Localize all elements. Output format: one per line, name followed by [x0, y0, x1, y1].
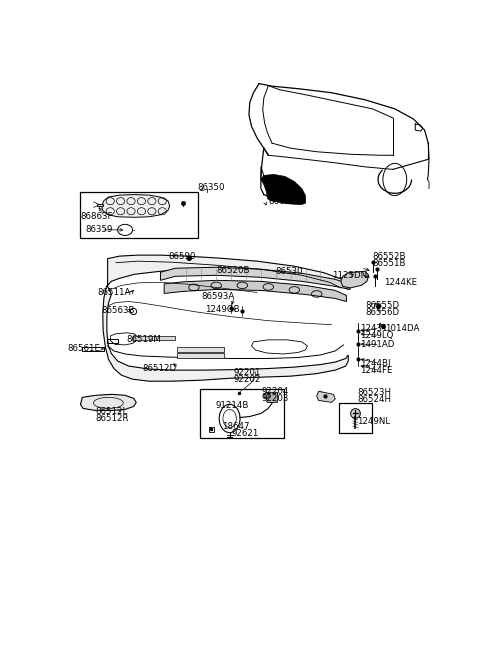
Text: 1249GB: 1249GB [205, 305, 240, 314]
Text: 12431: 12431 [360, 324, 387, 333]
Text: 86511A: 86511A [97, 288, 131, 297]
Text: 1249NL: 1249NL [357, 417, 390, 426]
Text: 1125DN: 1125DN [332, 271, 367, 280]
Text: 86350: 86350 [198, 183, 225, 191]
Text: 86593A: 86593A [202, 293, 235, 301]
Text: 1491AD: 1491AD [360, 341, 394, 349]
Text: 86523H: 86523H [358, 388, 392, 397]
Polygon shape [102, 195, 170, 217]
Text: 92201: 92201 [233, 367, 261, 377]
Text: 1244KE: 1244KE [384, 278, 417, 287]
Polygon shape [164, 280, 347, 301]
Polygon shape [103, 255, 348, 381]
Text: 86512R: 86512R [95, 414, 129, 423]
Text: 86512D: 86512D [143, 364, 177, 373]
Text: 91214B: 91214B [216, 401, 249, 410]
Text: 86561E: 86561E [67, 345, 100, 354]
Text: 86556D: 86556D [365, 308, 399, 316]
Polygon shape [132, 336, 175, 340]
Polygon shape [110, 333, 137, 345]
Bar [339, 403, 372, 433]
Polygon shape [261, 174, 305, 204]
Text: 86524H: 86524H [358, 395, 392, 404]
Text: 92202: 92202 [233, 375, 261, 384]
Bar [81, 192, 198, 238]
Text: 86512L: 86512L [95, 407, 127, 416]
Polygon shape [97, 204, 103, 206]
Text: 86552B: 86552B [372, 252, 406, 261]
Text: 86863F: 86863F [81, 212, 113, 221]
Text: 1244BJ: 1244BJ [360, 359, 390, 368]
Polygon shape [341, 271, 369, 288]
Text: 18647: 18647 [222, 422, 250, 431]
Polygon shape [177, 354, 224, 358]
Polygon shape [317, 391, 335, 402]
Text: 86655E: 86655E [268, 196, 301, 206]
Text: 86555D: 86555D [365, 301, 399, 310]
Text: 86530: 86530 [276, 267, 303, 276]
Text: 1014DA: 1014DA [385, 324, 420, 333]
Text: 86359: 86359 [85, 225, 113, 234]
Text: 86551B: 86551B [372, 259, 406, 268]
Text: 92204: 92204 [262, 387, 289, 396]
Bar [200, 389, 284, 438]
Text: 86563B: 86563B [102, 306, 135, 315]
Polygon shape [252, 340, 307, 354]
Polygon shape [160, 267, 350, 290]
Text: 86590: 86590 [168, 252, 195, 261]
Polygon shape [177, 347, 224, 352]
FancyBboxPatch shape [267, 392, 277, 402]
Text: 1244FE: 1244FE [360, 366, 392, 375]
Text: 86520B: 86520B [216, 266, 250, 274]
Polygon shape [81, 394, 136, 411]
Text: 92621: 92621 [232, 429, 259, 438]
Text: 92203: 92203 [262, 394, 289, 403]
Text: 86519M: 86519M [126, 335, 161, 344]
Text: 1249LQ: 1249LQ [360, 331, 393, 340]
